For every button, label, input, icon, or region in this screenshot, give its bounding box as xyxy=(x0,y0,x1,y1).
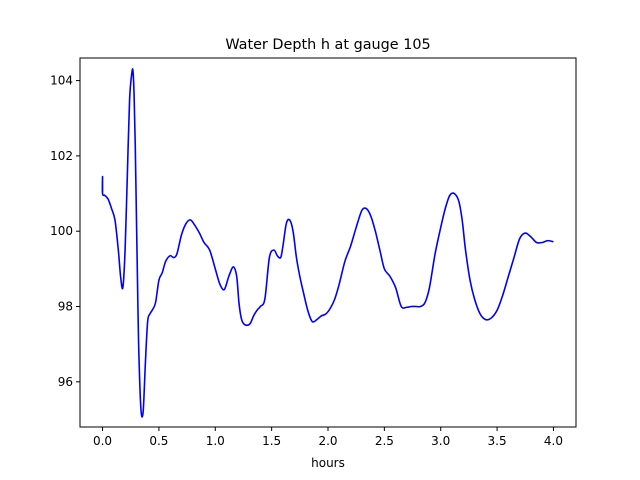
x-tick-label: 0.0 xyxy=(93,434,112,448)
y-axis-ticks: 96 98 100 102 104 xyxy=(50,74,80,389)
y-tick-label: 96 xyxy=(58,375,73,389)
series-line-0 xyxy=(101,68,554,418)
y-tick-label: 102 xyxy=(50,149,73,163)
x-axis-label: hours xyxy=(311,456,345,470)
chart-title: Water Depth h at gauge 105 xyxy=(225,37,430,53)
plot-area xyxy=(80,58,576,427)
x-tick-label: 3.5 xyxy=(488,434,507,448)
plot-frame xyxy=(79,57,577,428)
x-tick-label: 2.5 xyxy=(375,434,394,448)
x-tick-label: 1.0 xyxy=(206,434,225,448)
y-tick-label: 104 xyxy=(50,74,73,88)
series-layer xyxy=(101,68,554,418)
x-tick-label: 3.0 xyxy=(431,434,450,448)
x-tick-label: 4.0 xyxy=(544,434,563,448)
y-tick-label: 98 xyxy=(58,300,73,314)
x-tick-label: 2.0 xyxy=(318,434,337,448)
x-axis-ticks: 0.0 0.5 1.0 1.5 2.0 2.5 3.0 3.5 4.0 xyxy=(93,427,563,448)
y-tick-label: 100 xyxy=(50,224,73,238)
x-tick-label: 0.5 xyxy=(149,434,168,448)
x-tick-label: 1.5 xyxy=(262,434,281,448)
